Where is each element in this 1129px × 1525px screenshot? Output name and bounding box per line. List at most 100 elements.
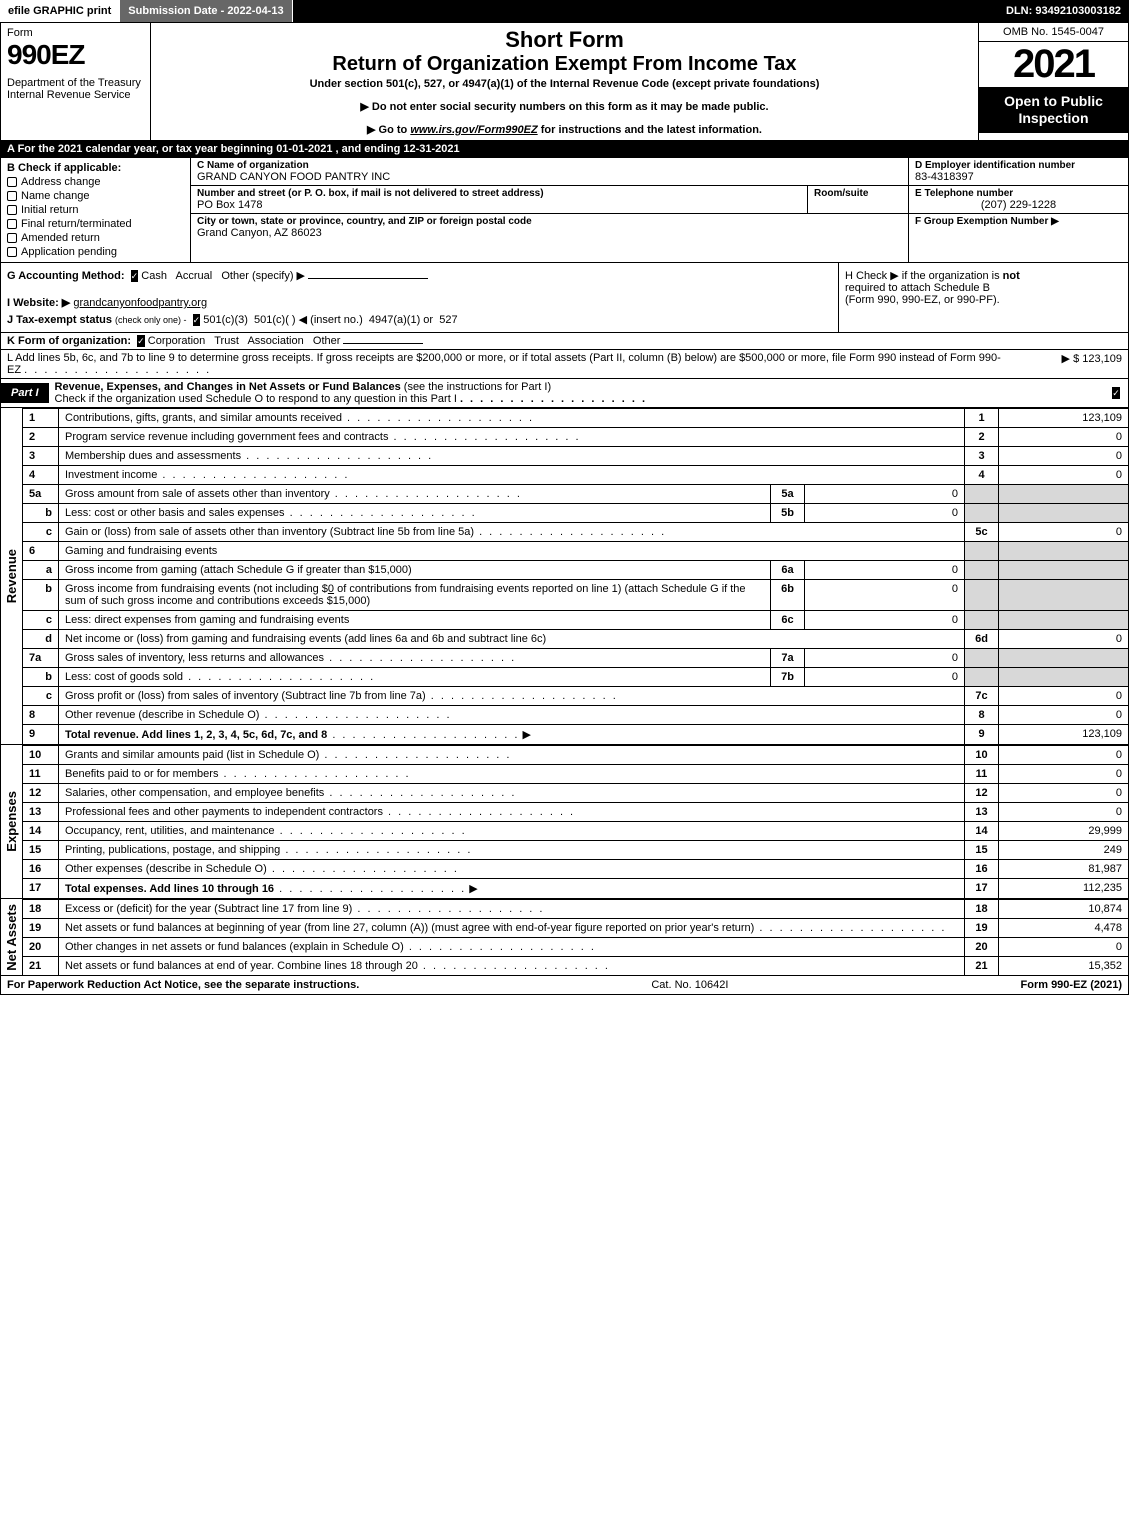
chk-initial-return[interactable]: Initial return [7,204,184,216]
line-6a: aGross income from gaming (attach Schedu… [23,561,1129,580]
expenses-table: 10Grants and similar amounts paid (list … [22,745,1129,899]
ein-label: D Employer identification number [915,160,1122,171]
checkbox-icon [7,233,17,243]
efile-graphic-print: efile GRAPHIC print [0,0,120,22]
line-15: 15Printing, publications, postage, and s… [23,841,1129,860]
chk-final-return[interactable]: Final return/terminated [7,218,184,230]
revenue-label: Revenue [2,545,21,607]
part-1-checkbox[interactable] [1104,387,1128,399]
title-short-form: Short Form [157,27,972,53]
j-4947: 4947(a)(1) or [369,314,433,326]
street-cell: Number and street (or P. O. box, if mail… [191,186,808,213]
j-501c3: 501(c)(3) [203,314,248,326]
line-1: 1Contributions, gifts, grants, and simil… [23,409,1129,428]
irs-link[interactable]: www.irs.gov/Form990EZ [410,124,537,136]
h-txt3: required to attach Schedule B [845,282,990,294]
j-501c: 501(c)( ) [254,314,296,326]
g-other: Other (specify) ▶ [221,270,305,282]
room-cell: Room/suite [808,186,908,213]
col-b-check-applicable: B Check if applicable: Address change Na… [1,158,191,262]
link-pre: ▶ Go to [367,124,410,136]
title-return: Return of Organization Exempt From Incom… [157,53,972,76]
row-i-website: I Website: ▶ grandcanyonfoodpantry.org [7,296,832,309]
line-7a: 7aGross sales of inventory, less returns… [23,649,1129,668]
k-other-blank [343,343,423,344]
b-header: B Check if applicable: [7,162,184,174]
col-h: H Check ▶ if the organization is not req… [838,263,1128,332]
tel-cell: E Telephone number (207) 229-1228 [909,186,1128,214]
ein-cell: D Employer identification number 83-4318… [909,158,1128,186]
chk-amended-return[interactable]: Amended return [7,232,184,244]
website-value[interactable]: grandcanyonfoodpantry.org [73,297,207,309]
g-other-blank [308,278,428,279]
row-j-tax-exempt: J Tax-exempt status (check only one) - 5… [7,313,832,326]
org-name-cell: C Name of organization GRAND CANYON FOOD… [191,158,908,186]
j-527: 527 [439,314,457,326]
expenses-side-tab: Expenses [0,745,22,899]
link-post: for instructions and the latest informat… [538,124,762,136]
part-1-tag: Part I [1,383,49,403]
street-row: Number and street (or P. O. box, if mail… [191,186,908,214]
line-5c: cGain or (loss) from sale of assets othe… [23,523,1129,542]
street-value: PO Box 1478 [197,199,801,211]
expenses-label: Expenses [2,787,21,856]
group-exemption-cell: F Group Exemption Number ▶ [909,214,1128,229]
line-4: 4Investment income40 [23,466,1129,485]
submission-date: Submission Date - 2022-04-13 [120,0,292,22]
checkbox-checked-icon [1112,387,1120,399]
checkbox-icon [7,219,17,229]
open-to-public: Open to Public Inspection [979,87,1128,133]
line-5b: bLess: cost or other basis and sales exp… [23,504,1129,523]
g-accrual: Accrual [176,270,213,282]
department: Department of the Treasury Internal Reve… [7,77,144,101]
part-1-title-text: Revenue, Expenses, and Changes in Net As… [55,381,401,393]
page-footer: For Paperwork Reduction Act Notice, see … [0,976,1129,995]
k-other: Other [313,335,341,347]
chk-application-pending[interactable]: Application pending [7,246,184,258]
row-g-accounting: G Accounting Method: Cash Accrual Other … [7,269,832,282]
net-assets-section: Net Assets 18Excess or (deficit) for the… [0,899,1129,976]
street-label: Number and street (or P. O. box, if mail… [197,188,801,199]
tel-value: (207) 229-1228 [915,199,1122,211]
city-label: City or town, state or province, country… [197,216,902,227]
net-assets-table: 18Excess or (deficit) for the year (Subt… [22,899,1129,976]
section-ghij: G Accounting Method: Cash Accrual Other … [0,263,1129,333]
omb-number: OMB No. 1545-0047 [979,23,1128,42]
row-k-form-org: K Form of organization: Corporation Trus… [0,333,1129,350]
line-7c: cGross profit or (loss) from sales of in… [23,687,1129,706]
l-text: L Add lines 5b, 6c, and 7b to line 9 to … [7,352,1002,376]
checkbox-501c3-icon [193,314,201,326]
net-assets-label: Net Assets [2,900,21,975]
j-sublabel: (check only one) - [115,315,187,325]
k-association: Association [247,335,303,347]
h-not: not [1003,270,1020,282]
line-5a: 5aGross amount from sale of assets other… [23,485,1129,504]
line-11: 11Benefits paid to or for members110 [23,765,1129,784]
chk-address-change[interactable]: Address change [7,176,184,188]
revenue-section: Revenue 1Contributions, gifts, grants, a… [0,408,1129,745]
col-d-ein: D Employer identification number 83-4318… [908,158,1128,262]
row-l-gross-receipts: L Add lines 5b, 6c, and 7b to line 9 to … [0,350,1129,379]
g-label: G Accounting Method: [7,270,125,282]
line-18: 18Excess or (deficit) for the year (Subt… [23,900,1129,919]
checkbox-icon [7,247,17,257]
net-assets-side-tab: Net Assets [0,899,22,976]
room-label: Room/suite [814,188,902,199]
subtitle-ssn: ▶ Do not enter social security numbers o… [157,100,972,113]
org-name-value: GRAND CANYON FOOD PANTRY INC [197,171,902,183]
checkbox-icon [7,191,17,201]
h-check: H Check ▶ [845,270,899,282]
line-12: 12Salaries, other compensation, and empl… [23,784,1129,803]
k-trust: Trust [214,335,239,347]
chk-name-change[interactable]: Name change [7,190,184,202]
line-13: 13Professional fees and other payments t… [23,803,1129,822]
part-1-sub: Check if the organization used Schedule … [55,393,457,405]
line-9: 9Total revenue. Add lines 1, 2, 3, 4, 5c… [23,725,1129,745]
dots-icon [460,393,647,405]
h-txt2: if the organization is [902,270,1000,282]
line-17: 17Total expenses. Add lines 10 through 1… [23,879,1129,899]
col-c-org-info: C Name of organization GRAND CANYON FOOD… [191,158,908,262]
expenses-section: Expenses 10Grants and similar amounts pa… [0,745,1129,899]
org-name-label: C Name of organization [197,160,902,171]
line-6: 6Gaming and fundraising events [23,542,1129,561]
